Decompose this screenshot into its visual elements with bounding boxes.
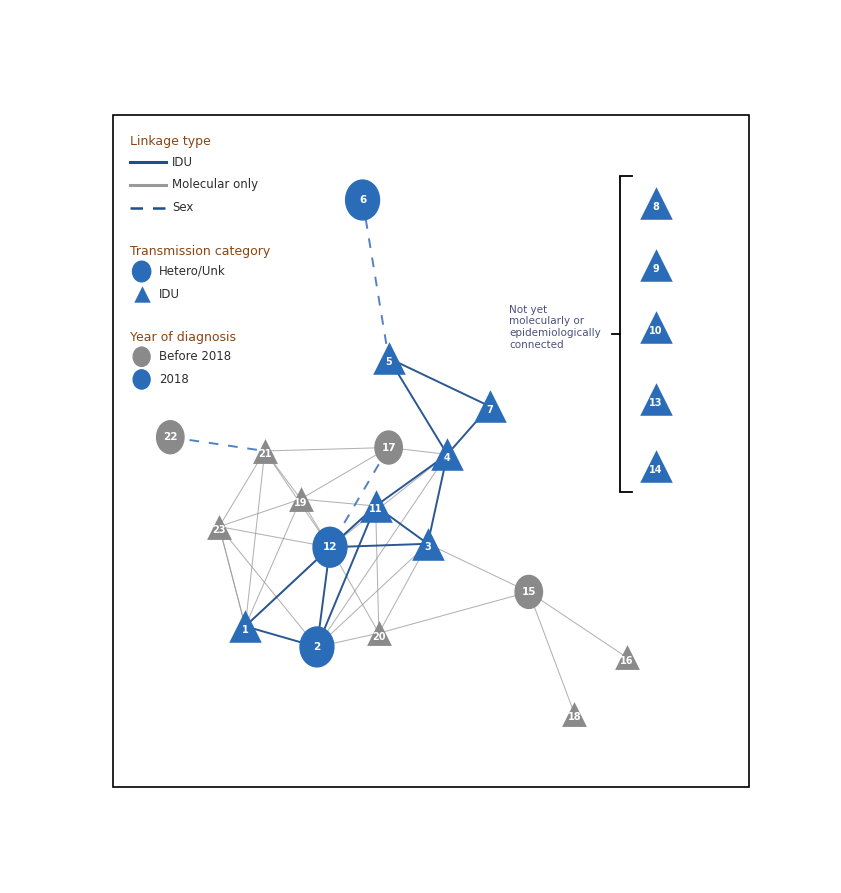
Ellipse shape — [133, 347, 150, 366]
Point — [213, 520, 226, 534]
Point — [372, 626, 385, 640]
Text: 16: 16 — [620, 655, 633, 665]
Point — [649, 320, 663, 334]
Text: Not yet
molecularly or
epidemiologically
connected: Not yet molecularly or epidemiologically… — [509, 305, 601, 349]
Text: 21: 21 — [258, 449, 272, 459]
Point — [649, 392, 663, 406]
Text: IDU: IDU — [159, 288, 180, 301]
Text: 18: 18 — [568, 712, 581, 722]
Point — [620, 650, 633, 664]
Text: 23: 23 — [213, 525, 226, 535]
Point — [441, 447, 454, 462]
Text: IDU: IDU — [172, 155, 193, 169]
Point — [239, 619, 252, 633]
Text: 17: 17 — [381, 443, 396, 453]
Point — [258, 444, 272, 458]
Text: 1: 1 — [242, 625, 249, 635]
Point — [649, 258, 663, 272]
Text: Hetero/Unk: Hetero/Unk — [159, 265, 226, 278]
Ellipse shape — [156, 421, 184, 454]
Text: 12: 12 — [323, 542, 337, 552]
Text: 3: 3 — [425, 542, 431, 552]
Point — [421, 537, 435, 551]
Text: 13: 13 — [649, 398, 663, 408]
Text: 2018: 2018 — [159, 373, 189, 386]
Text: 19: 19 — [294, 497, 308, 507]
Point — [649, 196, 663, 211]
Text: Molecular only: Molecular only — [172, 179, 258, 191]
Point — [369, 499, 383, 513]
Text: 10: 10 — [649, 326, 663, 336]
Point — [294, 492, 308, 506]
Text: 8: 8 — [653, 202, 659, 212]
Ellipse shape — [515, 575, 542, 608]
Text: 20: 20 — [372, 631, 386, 641]
Text: 4: 4 — [444, 453, 451, 463]
Text: 9: 9 — [653, 263, 659, 274]
Text: Before 2018: Before 2018 — [159, 350, 231, 363]
Point — [135, 287, 148, 301]
Text: Year of diagnosis: Year of diagnosis — [130, 330, 235, 344]
Ellipse shape — [300, 627, 334, 667]
Text: 6: 6 — [359, 195, 366, 205]
Point — [483, 399, 496, 413]
Text: 15: 15 — [521, 587, 536, 597]
Ellipse shape — [313, 527, 347, 567]
Point — [568, 706, 581, 721]
Text: 14: 14 — [649, 464, 663, 474]
Text: Linkage type: Linkage type — [130, 135, 210, 147]
Point — [649, 459, 663, 473]
Ellipse shape — [133, 370, 150, 389]
Text: Transmission category: Transmission category — [130, 246, 270, 258]
Text: 11: 11 — [369, 505, 383, 514]
Text: Sex: Sex — [172, 201, 193, 214]
Ellipse shape — [133, 261, 151, 282]
Text: 22: 22 — [163, 432, 177, 442]
Ellipse shape — [375, 431, 402, 464]
Point — [382, 351, 395, 365]
Text: 5: 5 — [385, 356, 392, 366]
Text: 7: 7 — [486, 405, 493, 414]
Ellipse shape — [346, 180, 379, 220]
Text: 2: 2 — [314, 642, 320, 652]
